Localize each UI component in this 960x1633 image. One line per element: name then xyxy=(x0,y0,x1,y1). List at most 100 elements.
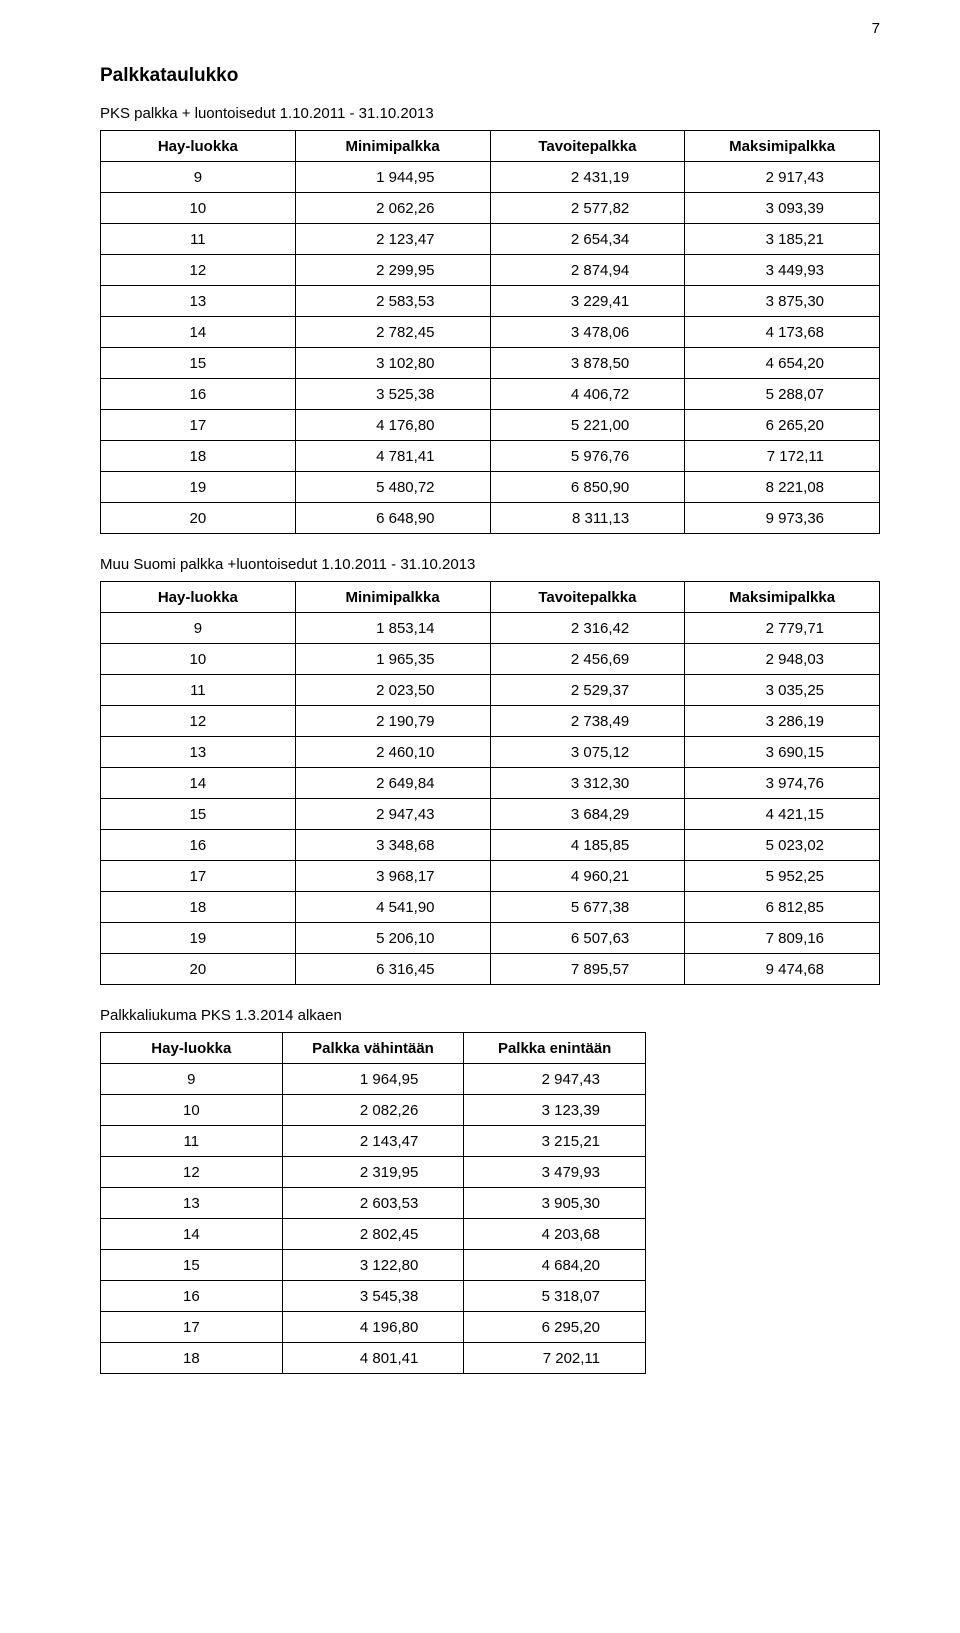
value-cell: 3 478,06 xyxy=(490,317,685,348)
hay-cell: 11 xyxy=(101,675,296,706)
hay-cell: 17 xyxy=(101,1312,283,1343)
value-cell: 2 431,19 xyxy=(490,162,685,193)
table-row: 152 947,433 684,294 421,15 xyxy=(101,799,880,830)
value-cell: 3 479,93 xyxy=(464,1157,646,1188)
value-cell: 2 948,03 xyxy=(685,644,880,675)
value-cell: 9 973,36 xyxy=(685,503,880,534)
table-row: 102 082,263 123,39 xyxy=(101,1095,646,1126)
value-cell: 3 968,17 xyxy=(295,861,490,892)
table-title-3: Palkkaliukuma PKS 1.3.2014 alkaen xyxy=(100,1007,880,1024)
hay-cell: 18 xyxy=(101,1343,283,1374)
table-row: 195 480,726 850,908 221,08 xyxy=(101,472,880,503)
value-cell: 2 529,37 xyxy=(490,675,685,706)
value-cell: 7 172,11 xyxy=(685,441,880,472)
value-cell: 2 082,26 xyxy=(282,1095,464,1126)
hay-cell: 14 xyxy=(101,1219,283,1250)
value-cell: 5 206,10 xyxy=(295,923,490,954)
col-header: Maksimipalkka xyxy=(685,582,880,613)
value-cell: 5 023,02 xyxy=(685,830,880,861)
value-cell: 2 319,95 xyxy=(282,1157,464,1188)
value-cell: 3 102,80 xyxy=(295,348,490,379)
value-cell: 2 190,79 xyxy=(295,706,490,737)
value-cell: 4 421,15 xyxy=(685,799,880,830)
value-cell: 3 545,38 xyxy=(282,1281,464,1312)
value-cell: 8 311,13 xyxy=(490,503,685,534)
value-cell: 3 122,80 xyxy=(282,1250,464,1281)
value-cell: 3 875,30 xyxy=(685,286,880,317)
table-row: 132 583,533 229,413 875,30 xyxy=(101,286,880,317)
hay-cell: 15 xyxy=(101,799,296,830)
value-cell: 4 185,85 xyxy=(490,830,685,861)
table-row: 174 176,805 221,006 265,20 xyxy=(101,410,880,441)
hay-cell: 16 xyxy=(101,830,296,861)
value-cell: 2 649,84 xyxy=(295,768,490,799)
hay-cell: 19 xyxy=(101,923,296,954)
value-cell: 3 684,29 xyxy=(490,799,685,830)
value-cell: 4 196,80 xyxy=(282,1312,464,1343)
table-row: 112 123,472 654,343 185,21 xyxy=(101,224,880,255)
value-cell: 4 406,72 xyxy=(490,379,685,410)
hay-cell: 9 xyxy=(101,162,296,193)
col-header: Tavoitepalkka xyxy=(490,131,685,162)
hay-cell: 20 xyxy=(101,503,296,534)
col-header: Tavoitepalkka xyxy=(490,582,685,613)
value-cell: 4 654,20 xyxy=(685,348,880,379)
value-cell: 3 035,25 xyxy=(685,675,880,706)
value-cell: 1 944,95 xyxy=(295,162,490,193)
value-cell: 2 802,45 xyxy=(282,1219,464,1250)
value-cell: 5 288,07 xyxy=(685,379,880,410)
value-cell: 2 316,42 xyxy=(490,613,685,644)
table-row: 184 801,417 202,11 xyxy=(101,1343,646,1374)
value-cell: 6 265,20 xyxy=(685,410,880,441)
value-cell: 3 525,38 xyxy=(295,379,490,410)
value-cell: 4 684,20 xyxy=(464,1250,646,1281)
table-body-1: 91 944,952 431,192 917,43102 062,262 577… xyxy=(101,162,880,534)
hay-cell: 16 xyxy=(101,379,296,410)
value-cell: 6 648,90 xyxy=(295,503,490,534)
hay-cell: 18 xyxy=(101,892,296,923)
value-cell: 2 917,43 xyxy=(685,162,880,193)
table-row: 173 968,174 960,215 952,25 xyxy=(101,861,880,892)
hay-cell: 10 xyxy=(101,644,296,675)
salary-table-1: Hay-luokka Minimipalkka Tavoitepalkka Ma… xyxy=(100,130,880,534)
hay-cell: 16 xyxy=(101,1281,283,1312)
hay-cell: 12 xyxy=(101,1157,283,1188)
hay-cell: 11 xyxy=(101,1126,283,1157)
value-cell: 5 221,00 xyxy=(490,410,685,441)
hay-cell: 14 xyxy=(101,317,296,348)
value-cell: 2 460,10 xyxy=(295,737,490,768)
value-cell: 2 123,47 xyxy=(295,224,490,255)
value-cell: 3 878,50 xyxy=(490,348,685,379)
table-row: 174 196,806 295,20 xyxy=(101,1312,646,1343)
table-row: 163 525,384 406,725 288,07 xyxy=(101,379,880,410)
table-row: 122 319,953 479,93 xyxy=(101,1157,646,1188)
table-row: 206 648,908 311,139 973,36 xyxy=(101,503,880,534)
value-cell: 3 348,68 xyxy=(295,830,490,861)
value-cell: 2 583,53 xyxy=(295,286,490,317)
table-header-row: Hay-luokka Minimipalkka Tavoitepalkka Ma… xyxy=(101,131,880,162)
hay-cell: 9 xyxy=(101,613,296,644)
value-cell: 3 312,30 xyxy=(490,768,685,799)
value-cell: 3 215,21 xyxy=(464,1126,646,1157)
hay-cell: 12 xyxy=(101,255,296,286)
value-cell: 4 203,68 xyxy=(464,1219,646,1250)
table-row: 142 649,843 312,303 974,76 xyxy=(101,768,880,799)
table-row: 132 603,533 905,30 xyxy=(101,1188,646,1219)
value-cell: 4 176,80 xyxy=(295,410,490,441)
table-header-row: Hay-luokka Minimipalkka Tavoitepalkka Ma… xyxy=(101,582,880,613)
value-cell: 3 449,93 xyxy=(685,255,880,286)
table-row: 184 781,415 976,767 172,11 xyxy=(101,441,880,472)
col-header: Hay-luokka xyxy=(101,131,296,162)
hay-cell: 13 xyxy=(101,737,296,768)
value-cell: 2 947,43 xyxy=(464,1064,646,1095)
salary-table-3: Hay-luokka Palkka vähintään Palkka enint… xyxy=(100,1032,646,1374)
value-cell: 5 976,76 xyxy=(490,441,685,472)
table-row: 132 460,103 075,123 690,15 xyxy=(101,737,880,768)
value-cell: 2 947,43 xyxy=(295,799,490,830)
page-number: 7 xyxy=(872,20,880,37)
col-header: Palkka vähintään xyxy=(282,1033,464,1064)
table-row: 153 102,803 878,504 654,20 xyxy=(101,348,880,379)
value-cell: 2 603,53 xyxy=(282,1188,464,1219)
table-header-row: Hay-luokka Palkka vähintään Palkka enint… xyxy=(101,1033,646,1064)
value-cell: 3 690,15 xyxy=(685,737,880,768)
